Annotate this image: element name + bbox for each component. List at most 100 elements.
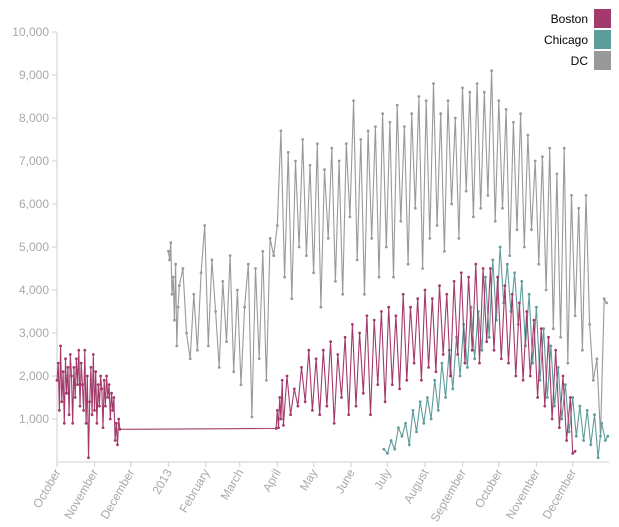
data-point-boston <box>456 353 460 356</box>
data-point-chicago <box>538 378 542 382</box>
data-point-chicago <box>585 409 589 412</box>
data-point-dc <box>461 86 464 90</box>
data-point-dc <box>533 159 537 163</box>
data-point-dc <box>475 82 479 85</box>
data-point-chicago <box>542 327 545 331</box>
data-point-boston <box>307 348 311 352</box>
data-point-dc <box>344 142 348 146</box>
data-point-boston <box>279 417 283 421</box>
data-point-boston <box>565 439 568 442</box>
x-tick-label: September <box>428 467 469 525</box>
data-point-boston <box>116 443 119 447</box>
data-point-dc <box>265 378 268 382</box>
data-point-dc <box>370 237 374 240</box>
data-point-dc <box>337 159 341 163</box>
data-point-boston <box>108 417 112 421</box>
data-point-boston <box>98 404 101 408</box>
data-point-dc <box>341 292 345 296</box>
data-point-dc <box>268 237 272 240</box>
data-point-boston <box>93 409 96 412</box>
legend-swatch-dc <box>594 51 611 70</box>
data-point-boston <box>102 378 106 382</box>
data-point-chicago <box>574 434 578 438</box>
data-point-dc <box>348 215 352 219</box>
data-point-dc <box>453 116 457 120</box>
data-point-boston <box>489 267 492 270</box>
data-point-dc <box>352 99 355 103</box>
data-point-boston <box>383 400 387 404</box>
data-point-boston <box>420 378 423 382</box>
data-point-boston <box>311 409 314 412</box>
data-point-boston <box>358 331 361 335</box>
data-point-boston <box>445 292 449 296</box>
data-point-dc <box>413 206 417 210</box>
data-point-boston <box>64 357 67 361</box>
data-point-dc <box>323 168 326 172</box>
data-point-dc <box>551 327 555 331</box>
data-point-boston <box>280 378 284 382</box>
data-point-chicago <box>411 409 415 412</box>
data-point-boston <box>67 413 71 417</box>
data-point-dc <box>355 258 359 262</box>
y-tick-label: 4,000 <box>19 283 49 297</box>
data-point-boston <box>467 275 470 279</box>
data-point-dc <box>591 378 595 382</box>
data-point-boston <box>470 348 474 352</box>
data-point-chicago <box>397 426 400 429</box>
data-point-boston <box>499 357 503 361</box>
data-point-dc <box>286 151 290 154</box>
data-point-dc <box>421 267 424 270</box>
data-point-dc <box>315 142 319 146</box>
y-tick-label: 5,000 <box>19 240 49 254</box>
data-point-dc <box>497 99 501 103</box>
x-tick-label: November <box>61 467 101 522</box>
data-point-dc <box>199 271 203 275</box>
data-point-dc <box>435 224 439 227</box>
data-point-boston <box>58 409 61 412</box>
data-point-boston <box>463 361 467 365</box>
data-point-boston <box>94 370 98 374</box>
data-point-chicago <box>418 400 422 404</box>
data-point-chicago <box>589 443 593 447</box>
data-point-dc <box>388 120 392 124</box>
data-point-chicago <box>549 344 553 348</box>
data-point-chicago <box>498 245 502 249</box>
data-point-dc <box>228 254 232 257</box>
y-tick-label: 1,000 <box>19 412 49 426</box>
data-point-dc <box>297 245 301 249</box>
data-point-boston <box>66 366 70 369</box>
data-point-dc <box>192 292 196 296</box>
data-point-boston <box>561 374 565 378</box>
data-point-dc <box>359 138 363 141</box>
data-point-dc <box>305 254 308 257</box>
data-point-boston <box>430 297 434 300</box>
data-point-chicago <box>513 271 516 275</box>
data-point-boston <box>117 417 121 421</box>
data-point-dc <box>275 224 279 227</box>
data-point-chicago <box>473 357 476 361</box>
data-point-chicago <box>433 378 437 382</box>
data-point-boston <box>485 340 489 343</box>
data-point-dc <box>243 305 247 309</box>
data-point-chicago <box>393 447 397 451</box>
data-point-boston <box>481 267 485 270</box>
data-point-dc <box>381 112 384 116</box>
data-point-dc <box>410 112 414 116</box>
data-point-boston <box>528 374 532 378</box>
x-tick-label: November <box>503 467 543 522</box>
data-point-boston <box>536 396 539 399</box>
data-point-boston <box>76 383 79 386</box>
data-point-dc <box>602 297 606 300</box>
data-point-boston <box>77 348 81 352</box>
data-point-dc <box>236 288 239 292</box>
data-point-boston <box>405 378 409 382</box>
data-point-boston <box>568 396 572 399</box>
data-point-chicago <box>531 361 535 365</box>
data-point-boston <box>571 452 575 455</box>
data-point-boston <box>81 383 84 386</box>
data-point-boston <box>62 421 66 425</box>
data-point-dc <box>399 219 403 223</box>
data-point-boston <box>56 361 60 365</box>
x-tick-label: February <box>176 467 212 516</box>
data-point-boston <box>106 396 110 399</box>
